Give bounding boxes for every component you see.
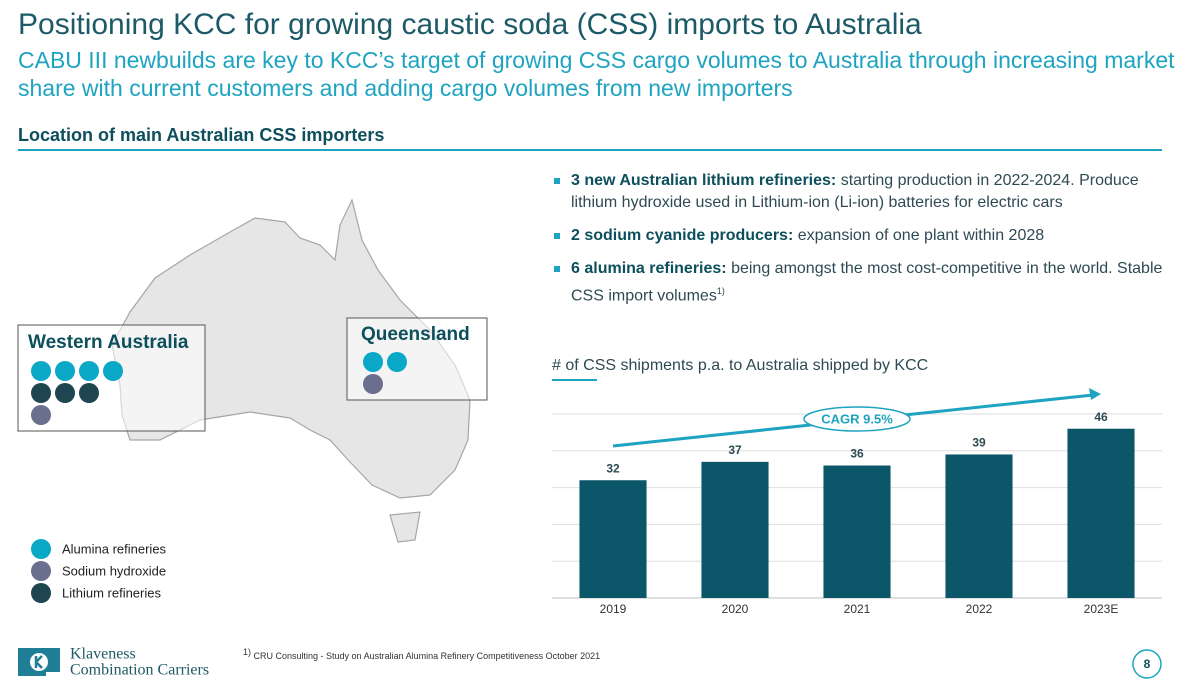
logo-text: Combination Carriers	[70, 662, 209, 679]
sodium-marker	[363, 374, 383, 394]
x-tick-label: 2021	[844, 602, 871, 616]
footnote-mark: 1)	[243, 647, 252, 657]
bar	[701, 461, 769, 598]
x-tick-label: 2019	[600, 602, 627, 616]
alumina-marker	[103, 361, 123, 381]
data-label: 37	[728, 443, 742, 457]
alumina-marker	[387, 352, 407, 372]
bullet: 2 sodium cyanide producers: expansion of…	[552, 225, 1167, 247]
region-label: Queensland	[361, 324, 470, 345]
section-title: Location of main Australian CSS importer…	[18, 125, 385, 145]
footnote: 1) CRU Consulting - Study on Australian …	[243, 647, 600, 661]
legend-label: Sodium hydroxide	[62, 563, 166, 578]
alumina-marker	[363, 352, 383, 372]
chart-title: # of CSS shipments p.a. to Australia shi…	[552, 357, 928, 374]
lithium-marker	[55, 383, 75, 403]
rule	[18, 149, 1162, 151]
bar	[579, 480, 647, 598]
tasmania	[389, 511, 421, 543]
chart: # of CSS shipments p.a. to Australia shi…	[552, 357, 1162, 616]
annotation-bubble	[803, 406, 911, 432]
subtitle: CABU III newbuilds are key to KCC’s targ…	[18, 47, 1175, 101]
annotation: CAGR 9.5%	[821, 411, 893, 426]
region-label: Western Australia	[28, 332, 189, 353]
data-label: 46	[1094, 410, 1108, 424]
note-ref: 1)	[716, 286, 725, 296]
page-number: 8	[1144, 657, 1151, 671]
page-circle	[1132, 649, 1162, 679]
markers	[31, 361, 123, 425]
bullet-list: 3 new Australian lithium refineries: sta…	[552, 170, 1167, 318]
legend-label: Lithium refineries	[62, 585, 161, 600]
logo-circle	[30, 653, 48, 671]
logo-k	[34, 655, 43, 669]
logo-text: Klaveness	[70, 646, 136, 663]
bar	[945, 454, 1013, 598]
data-label: 36	[850, 447, 864, 461]
legend-swatch	[31, 561, 51, 581]
bullet-text: starting production in 2022-2024. Produc…	[571, 172, 1139, 211]
legend-swatch	[31, 583, 51, 603]
bullet-bold: 2 sodium cyanide producers:	[571, 227, 794, 244]
map: Western Australia Queensland Alumina ref…	[17, 198, 488, 603]
alumina-marker	[79, 361, 99, 381]
x-tick-label: 2022	[966, 602, 993, 616]
bullet: 6 alumina refineries: being amongst the …	[552, 258, 1167, 307]
bullet-text: expansion of one plant within 2028	[793, 227, 1045, 244]
sodium-marker	[31, 405, 51, 425]
x-tick-label: 2020	[722, 602, 749, 616]
x-tick-label: 2023E	[1084, 602, 1119, 616]
bar	[1067, 428, 1135, 598]
alumina-marker	[31, 361, 51, 381]
bar	[823, 465, 891, 598]
lithium-marker	[79, 383, 99, 403]
legend-label: Alumina refineries	[62, 541, 167, 556]
data-label: 39	[972, 436, 986, 450]
legend-swatch	[31, 539, 51, 559]
bullet: 3 new Australian lithium refineries: sta…	[552, 170, 1167, 214]
lithium-marker	[31, 383, 51, 403]
bullet-text: being amongst the most cost-competitive …	[571, 260, 1163, 305]
title: Positioning KCC for growing caustic soda…	[18, 8, 922, 41]
page-badge: 8	[1132, 649, 1162, 679]
data-label: 32	[606, 461, 620, 475]
logo: Klaveness Combination Carriers	[18, 646, 209, 679]
footnote-text: CRU Consulting - Study on Australian Alu…	[251, 651, 601, 661]
bullet-bold: 3 new Australian lithium refineries:	[571, 172, 837, 189]
alumina-marker	[55, 361, 75, 381]
arrow-head	[1089, 388, 1101, 400]
bullet-bold: 6 alumina refineries:	[571, 260, 727, 277]
